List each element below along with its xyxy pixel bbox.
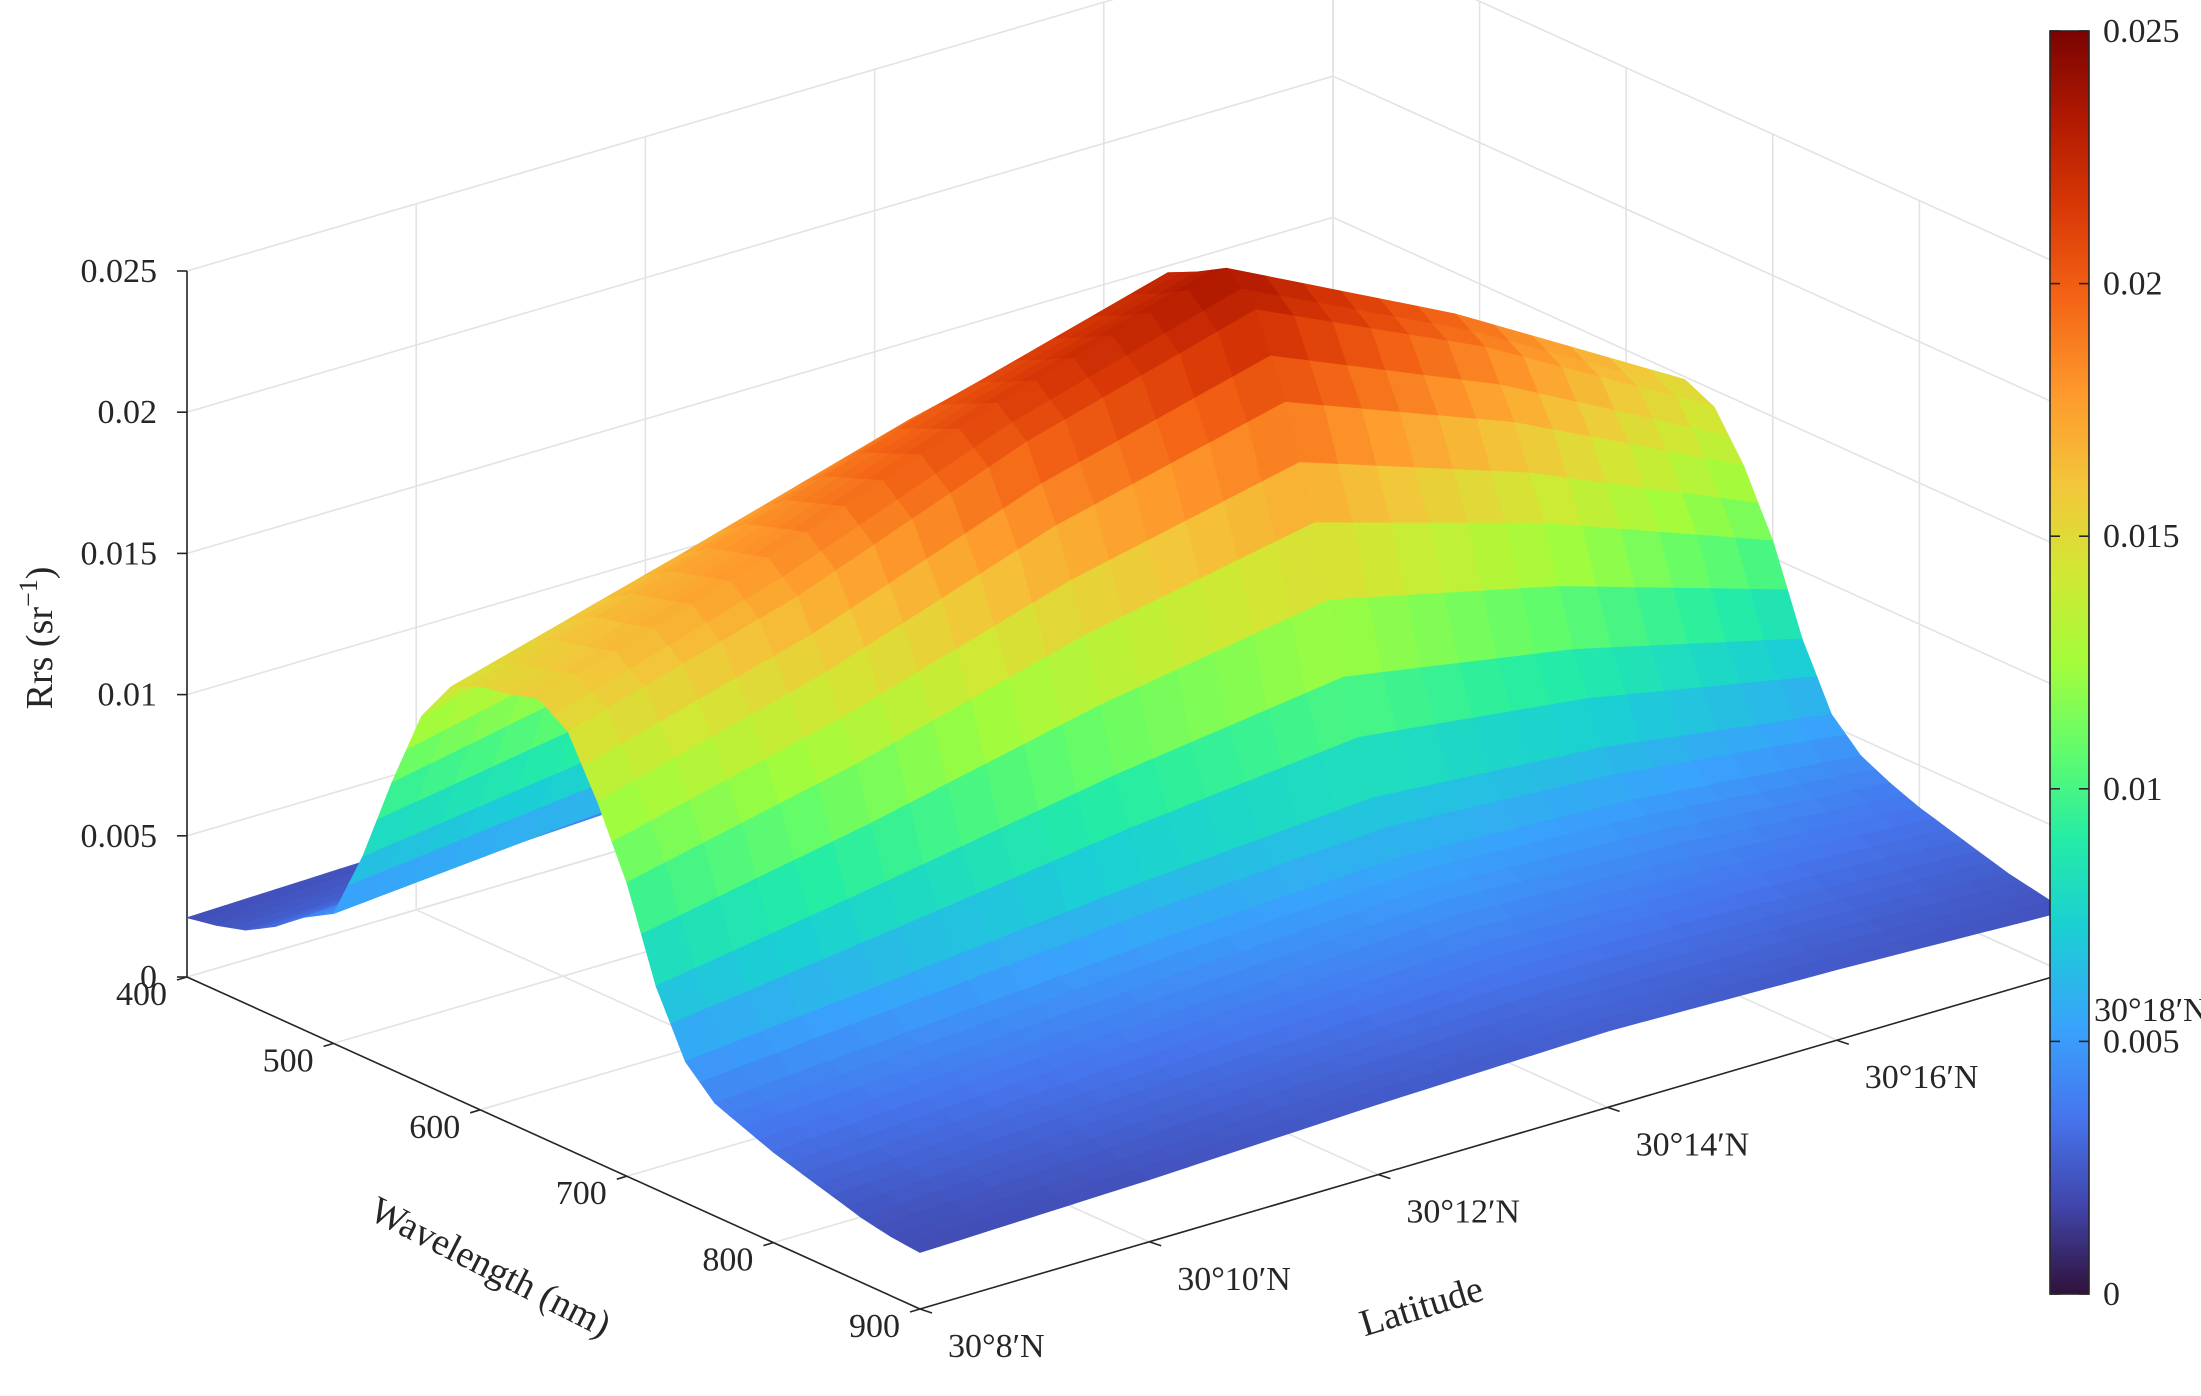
x-tick-label: 900 <box>849 1308 900 1345</box>
x-tick-mark <box>616 1175 628 1180</box>
y-tick-label: 30°10′N <box>1177 1261 1291 1298</box>
x-tick-label: 400 <box>116 976 167 1013</box>
x-axis-label: Wavelength (nm) <box>363 1189 617 1346</box>
x-tick-mark <box>469 1109 481 1114</box>
z-axis-label-superscript: −1 <box>14 579 43 607</box>
grid-line <box>1332 216 2067 551</box>
z-tick-label: 0.005 <box>81 818 158 855</box>
z-tick-label: 0 <box>140 959 157 996</box>
y-tick-label: 30°8′N <box>948 1328 1045 1365</box>
z-axis-label-main: Rrs (sr <box>19 607 61 710</box>
z-tick-label: 0.025 <box>81 253 158 290</box>
colorbar-tick-label: 0 <box>2103 1276 2120 1313</box>
grid-line <box>186 216 1334 555</box>
x-tick-mark <box>909 1308 921 1313</box>
z-axis-label-close: ) <box>19 567 61 580</box>
y-tick-mark <box>919 1308 933 1314</box>
x-tick-label: 600 <box>409 1109 460 1146</box>
colorbar: 0 0.005 0.01 0.015 0.02 0.025 <box>2049 13 2180 1313</box>
y-axis-line <box>919 972 2067 1310</box>
y-tick-label: 30°14′N <box>1636 1126 1750 1163</box>
colorbar-tick-label: 0.005 <box>2103 1023 2180 1060</box>
x-axis-line <box>186 976 921 1310</box>
colorbar-tick-label: 0.02 <box>2103 266 2163 303</box>
z-axis-label: Rrs (sr−1) <box>14 567 61 710</box>
y-tick-label: 30°18′N <box>2094 992 2201 1029</box>
colorbar-tick-label: 0.015 <box>2103 518 2180 555</box>
y-tick-mark <box>1378 1173 1391 1180</box>
y-tick-mark <box>1607 1106 1620 1113</box>
axes <box>176 270 2079 1314</box>
grid-line <box>1332 75 2067 409</box>
y-tick-label: 30°16′N <box>1865 1059 1979 1096</box>
x-tick-label: 800 <box>702 1242 753 1279</box>
z-tick-label: 0.015 <box>81 535 158 572</box>
z-tick-label: 0.02 <box>98 394 158 431</box>
colorbar-tick-label: 0.025 <box>2103 13 2180 50</box>
surface-patch <box>904 1231 960 1253</box>
y-tick-mark <box>1836 1039 1850 1045</box>
grid-line <box>186 75 1334 413</box>
x-tick-mark <box>763 1241 774 1247</box>
grid-line <box>1474 0 2067 268</box>
colorbar-tick-label: 0.01 <box>2103 771 2163 808</box>
colorbar-gradient <box>2049 30 2090 1295</box>
x-tick-label: 500 <box>263 1042 314 1079</box>
tick-labels: 400 500 600 700 800 900 30°8′N 30°10′N 30°12′N 30… <box>81 253 2201 1365</box>
x-tick-label: 700 <box>556 1175 607 1212</box>
grid-line <box>186 0 1115 272</box>
y-tick-mark <box>1148 1241 1162 1247</box>
z-tick-label: 0.01 <box>98 677 158 714</box>
x-tick-mark <box>323 1042 334 1048</box>
y-axis-label: Latitude <box>1355 1268 1488 1345</box>
surface <box>185 267 2067 1253</box>
colorbar-ticks: 0 0.005 0.01 0.015 0.02 0.025 <box>2050 13 2180 1313</box>
y-tick-label: 30°12′N <box>1406 1194 1520 1231</box>
